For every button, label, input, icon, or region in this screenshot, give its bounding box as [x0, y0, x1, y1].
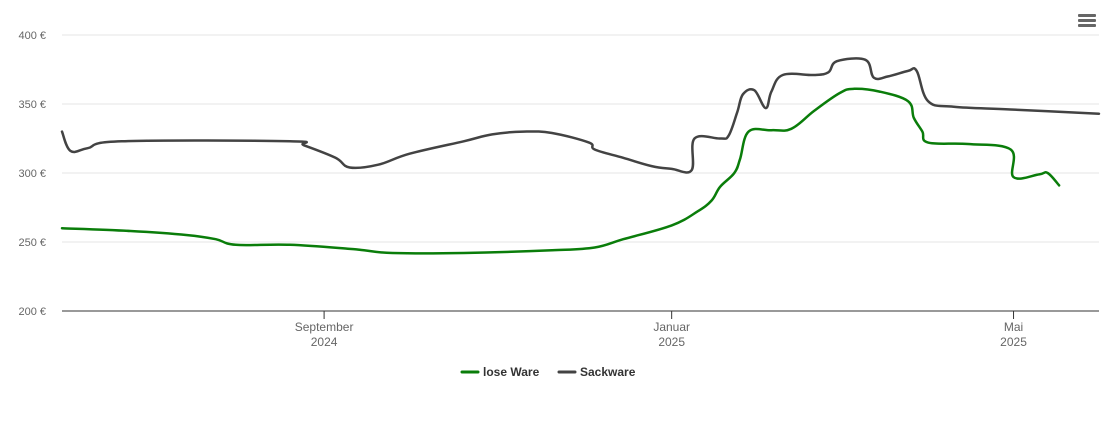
- y-tick-label: 350 €: [18, 99, 46, 111]
- y-tick-label: 300 €: [18, 168, 46, 180]
- hamburger-menu-icon[interactable]: [1076, 12, 1098, 32]
- legend-item-label[interactable]: lose Ware: [483, 365, 540, 379]
- grid-lines: [62, 34, 1099, 243]
- series-line-1[interactable]: [60, 87, 1061, 255]
- legend-item-label[interactable]: Sackware: [580, 365, 636, 379]
- y-tick-label: 400 €: [18, 30, 46, 42]
- y-tick-label: 250 €: [18, 237, 46, 249]
- x-tick-year-label: 2024: [311, 335, 338, 349]
- y-axis: 200 € 250 € 300 € 350 € 400 €: [18, 30, 46, 318]
- x-tick-year-label: 2025: [658, 335, 685, 349]
- x-tick-label: Mai: [1004, 320, 1023, 334]
- series-line-2[interactable]: [60, 57, 1101, 174]
- series-group: [60, 57, 1101, 255]
- y-tick-label: 200 €: [18, 306, 46, 318]
- x-tick-label: Januar: [653, 320, 690, 334]
- x-tick-year-label: 2025: [1000, 335, 1027, 349]
- legend[interactable]: lose Ware Sackware: [460, 365, 636, 379]
- x-tick-label: September: [295, 320, 354, 334]
